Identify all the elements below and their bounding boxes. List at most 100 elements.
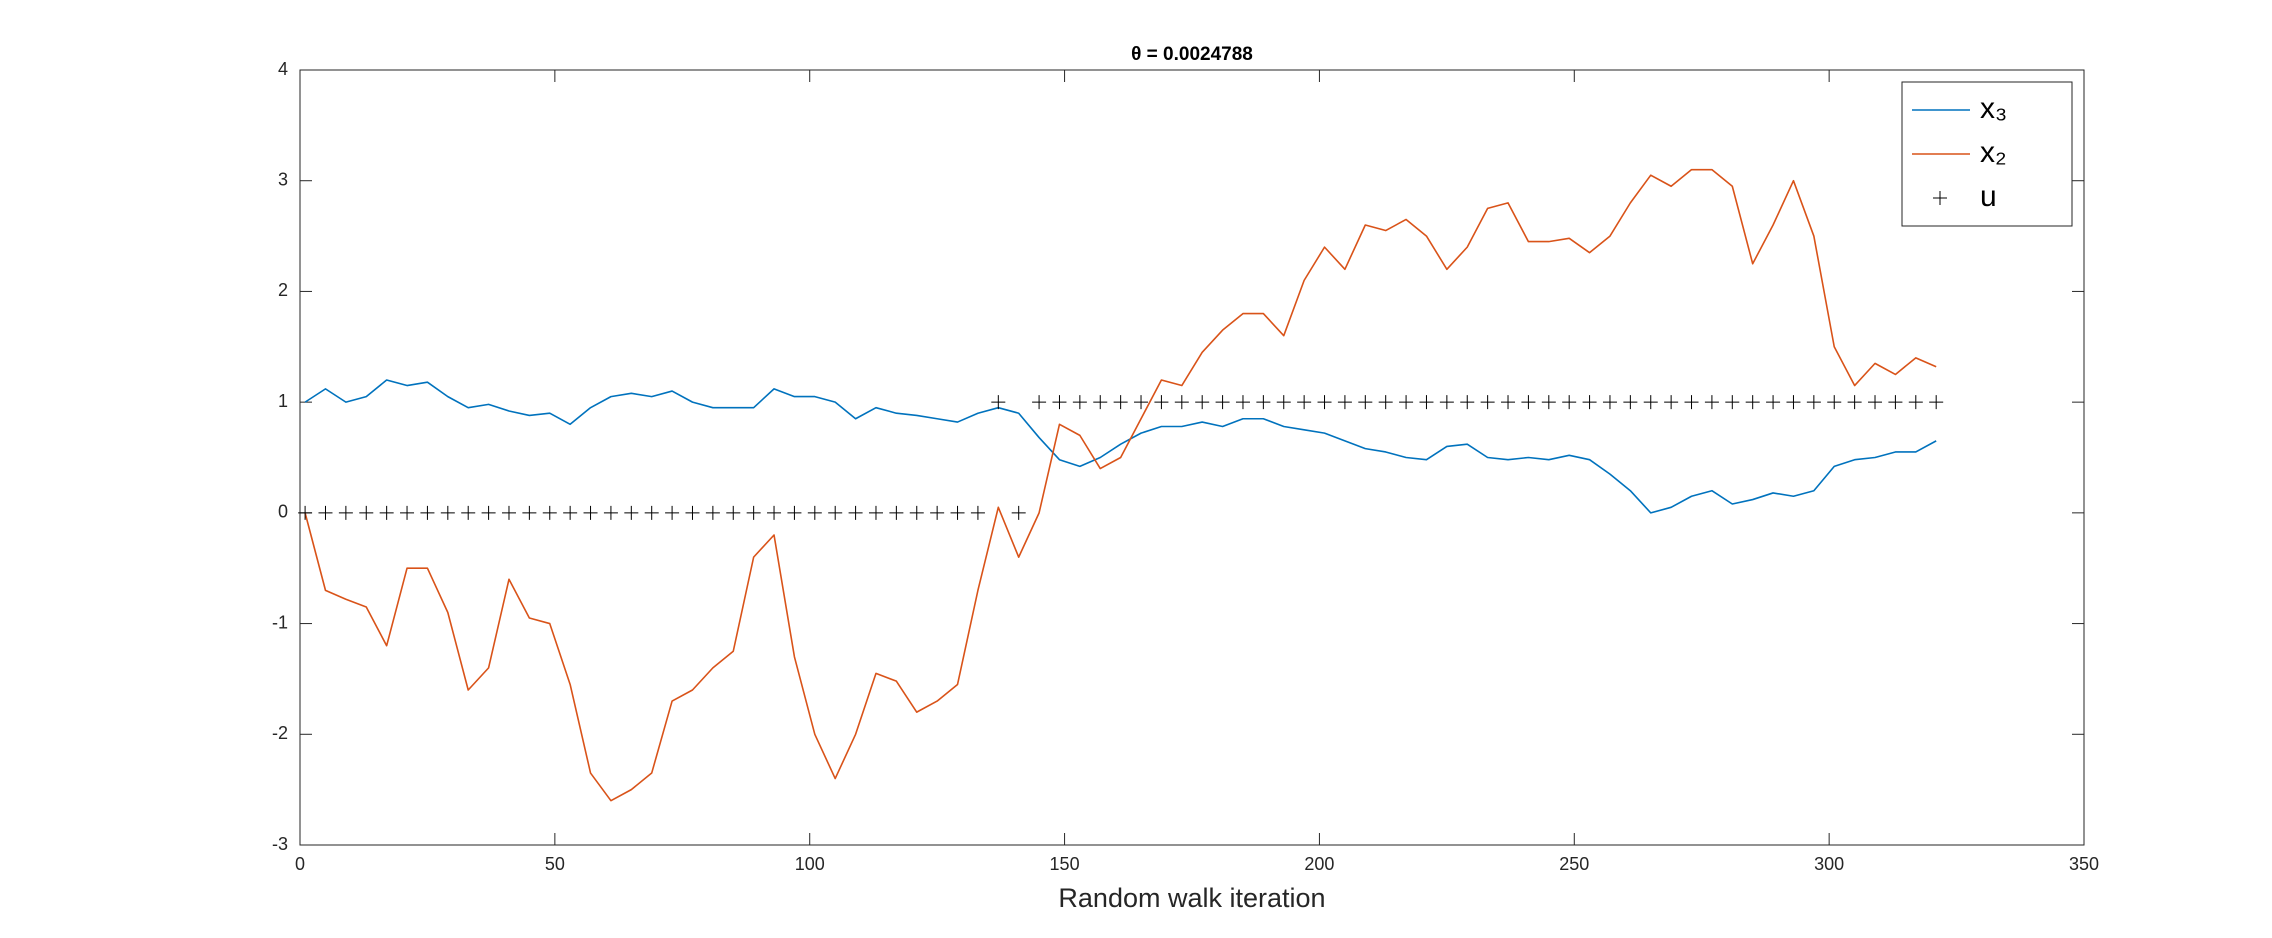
legend-label: x₃: [1980, 92, 2007, 125]
data-marker: [1235, 395, 1250, 410]
data-marker: [1011, 505, 1026, 520]
data-marker: [1358, 395, 1373, 410]
data-marker: [1888, 395, 1903, 410]
data-marker: [400, 505, 415, 520]
legend: x₃ x₂ u: [1901, 81, 2073, 227]
data-marker: [1929, 395, 1944, 410]
data-marker: [624, 505, 639, 520]
data-marker: [685, 505, 700, 520]
data-marker: [1174, 395, 1189, 410]
data-marker: [1337, 395, 1352, 410]
x-tick-label: 350: [2069, 854, 2099, 874]
data-marker: [1786, 395, 1801, 410]
data-marker: [318, 505, 333, 520]
data-marker: [1602, 395, 1617, 410]
data-marker: [1032, 395, 1047, 410]
x-tick-label: 150: [1050, 854, 1080, 874]
x-tick-label: 250: [1559, 854, 1589, 874]
data-marker: [1623, 395, 1638, 410]
data-marker: [848, 505, 863, 520]
data-marker: [1908, 395, 1923, 410]
data-marker: [1154, 395, 1169, 410]
data-marker: [1195, 395, 1210, 410]
data-marker: [1480, 395, 1495, 410]
data-marker: [1643, 395, 1658, 410]
y-tick-label: -2: [272, 723, 288, 743]
data-marker: [1501, 395, 1516, 410]
legend-label: x₂: [1980, 136, 2007, 169]
data-marker: [1806, 395, 1821, 410]
data-marker: [746, 505, 761, 520]
legend-marker: [1933, 191, 1947, 205]
data-marker: [1684, 395, 1699, 410]
data-marker: [603, 505, 618, 520]
data-marker: [563, 505, 578, 520]
data-marker: [930, 505, 945, 520]
data-marker: [440, 505, 455, 520]
x-tick-label: 100: [795, 854, 825, 874]
data-line: [304, 168, 1937, 802]
data-marker: [1847, 395, 1862, 410]
data-marker: [767, 505, 782, 520]
data-marker: [1215, 395, 1230, 410]
data-marker: [1766, 395, 1781, 410]
data-marker: [461, 505, 476, 520]
data-marker: [1562, 395, 1577, 410]
data-marker: [1419, 395, 1434, 410]
data-marker: [481, 505, 496, 520]
data-marker: [1297, 395, 1312, 410]
plot-area: [300, 70, 2084, 845]
data-marker: [991, 395, 1006, 410]
data-marker: [1072, 395, 1087, 410]
data-marker: [889, 505, 904, 520]
data-marker: [1745, 395, 1760, 410]
legend-label: u: [1980, 180, 1997, 213]
data-marker: [1460, 395, 1475, 410]
y-tick-label: 3: [278, 169, 288, 189]
data-line: [304, 379, 1937, 514]
data-marker: [1725, 395, 1740, 410]
data-marker: [828, 505, 843, 520]
x-tick-label: 50: [545, 854, 565, 874]
data-marker: [1317, 395, 1332, 410]
y-tick-label: 2: [278, 280, 288, 300]
data-marker: [1521, 395, 1536, 410]
data-marker: [787, 505, 802, 520]
data-marker: [1541, 395, 1556, 410]
data-marker: [1582, 395, 1597, 410]
y-tick-label: 4: [278, 59, 288, 79]
data-marker: [1378, 395, 1393, 410]
data-marker: [950, 505, 965, 520]
y-tick-label: -1: [272, 612, 288, 632]
data-marker: [1664, 395, 1679, 410]
data-marker: [665, 505, 680, 520]
data-marker: [1052, 395, 1067, 410]
data-marker: [1256, 395, 1271, 410]
data-marker: [726, 505, 741, 520]
data-marker: [1827, 395, 1842, 410]
data-marker: [1399, 395, 1414, 410]
x-tick-label: 0: [295, 854, 305, 874]
data-marker: [1113, 395, 1128, 410]
data-marker: [909, 505, 924, 520]
x-axis-label: Random walk iteration: [1058, 883, 1325, 913]
plot-frame: [299, 69, 2085, 846]
data-marker: [298, 505, 313, 520]
y-tick-label: -3: [272, 834, 288, 854]
data-marker: [807, 505, 822, 520]
data-marker: [379, 505, 394, 520]
chart-title: θ = 0.0024788: [1131, 44, 1253, 65]
data-marker: [1704, 395, 1719, 410]
data-marker: [970, 505, 985, 520]
data-marker: [522, 505, 537, 520]
data-marker: [1093, 395, 1108, 410]
y-tick-label: 1: [278, 391, 288, 411]
data-marker: [1868, 395, 1883, 410]
data-marker: [420, 505, 435, 520]
data-marker: [1439, 395, 1454, 410]
data-marker: [644, 505, 659, 520]
data-marker: [868, 505, 883, 520]
x-tick-label: 300: [1814, 854, 1844, 874]
